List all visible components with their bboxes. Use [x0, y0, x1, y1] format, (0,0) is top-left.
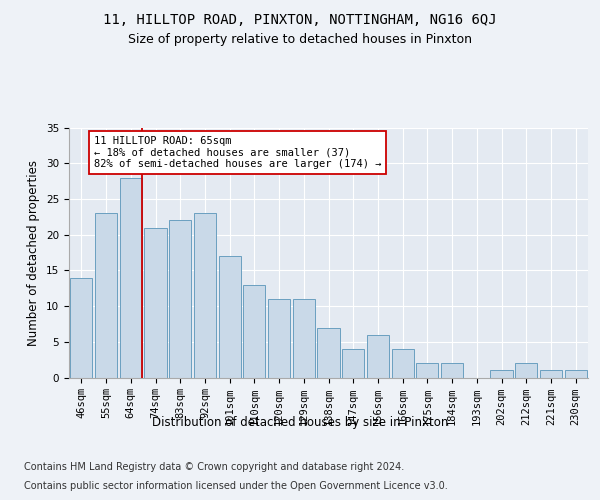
Bar: [95, 213, 117, 378]
Bar: [540, 370, 562, 378]
Y-axis label: Number of detached properties: Number of detached properties: [28, 160, 40, 346]
Bar: [243, 284, 265, 378]
Bar: [565, 370, 587, 378]
Bar: [367, 334, 389, 378]
Text: Distribution of detached houses by size in Pinxton: Distribution of detached houses by size …: [152, 416, 448, 429]
Bar: [490, 370, 512, 378]
Bar: [342, 349, 364, 378]
Text: 11 HILLTOP ROAD: 65sqm
← 18% of detached houses are smaller (37)
82% of semi-det: 11 HILLTOP ROAD: 65sqm ← 18% of detached…: [94, 136, 381, 170]
Text: Contains public sector information licensed under the Open Government Licence v3: Contains public sector information licen…: [24, 481, 448, 491]
Text: Size of property relative to detached houses in Pinxton: Size of property relative to detached ho…: [128, 32, 472, 46]
Bar: [70, 278, 92, 378]
Bar: [145, 228, 167, 378]
Bar: [268, 299, 290, 378]
Bar: [441, 363, 463, 378]
Bar: [416, 363, 439, 378]
Bar: [169, 220, 191, 378]
Bar: [119, 178, 142, 378]
Bar: [194, 213, 216, 378]
Bar: [392, 349, 414, 378]
Bar: [317, 328, 340, 378]
Bar: [293, 299, 315, 378]
Text: Contains HM Land Registry data © Crown copyright and database right 2024.: Contains HM Land Registry data © Crown c…: [24, 462, 404, 472]
Text: 11, HILLTOP ROAD, PINXTON, NOTTINGHAM, NG16 6QJ: 11, HILLTOP ROAD, PINXTON, NOTTINGHAM, N…: [103, 12, 497, 26]
Bar: [218, 256, 241, 378]
Bar: [515, 363, 538, 378]
